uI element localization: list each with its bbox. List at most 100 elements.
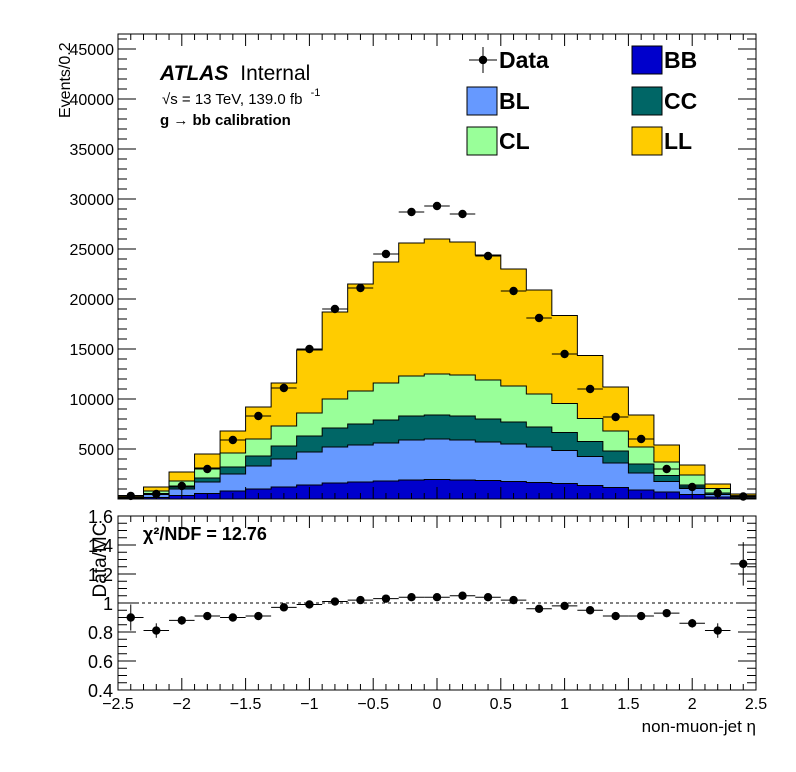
- ratio-point: [739, 559, 748, 569]
- chi2-label: χ²/NDF = 12.76: [143, 524, 267, 544]
- legend-swatch-ll: [631, 126, 663, 156]
- energy-text: √s = 13 TeV, 139.0 fb: [162, 91, 302, 108]
- legend-data-marker: [478, 55, 488, 65]
- x-tick-label: 0: [433, 696, 442, 713]
- legend-label-cl: CL: [499, 128, 530, 154]
- ratio-point: [688, 619, 697, 628]
- ratio-point: [407, 593, 416, 602]
- x-tick-label: −0.5: [357, 696, 389, 713]
- atlas-label: ATLAS Internal: [159, 62, 310, 85]
- process-label: g → bb calibration: [160, 112, 291, 129]
- data-point: [611, 412, 620, 422]
- ratio-point: [279, 603, 289, 612]
- bottom-pad: −2.5 −2 −1.5 −1 −0.5 0 0.5 1 1.5 2 2.5 0.4 0.6 0.8 1 1…: [88, 507, 767, 736]
- x-tick-label: 1.5: [617, 696, 639, 713]
- x-tick-label: −1: [300, 696, 318, 713]
- x-tick-label: 0.5: [490, 696, 512, 713]
- data-point: [305, 344, 314, 354]
- energy-superscript: -1: [311, 87, 321, 99]
- ratio-point: [228, 613, 238, 622]
- x-tick-label: −2.5: [102, 696, 134, 713]
- atlas-status: Internal: [240, 62, 310, 85]
- x-tick-label: −1.5: [230, 696, 262, 713]
- x-tick-label: 2.5: [745, 696, 767, 713]
- data-point: [585, 384, 595, 394]
- data-points: [118, 201, 756, 501]
- ratio-y-tick-label: 0.6: [88, 652, 113, 672]
- bottom-y-ticks: 0.4 0.6 0.8 1 1.2 1.4 1.6: [88, 507, 756, 701]
- y-tick-label: 5000: [78, 442, 114, 459]
- ratio-point: [203, 611, 212, 621]
- data-point: [636, 434, 646, 444]
- ratio-point: [611, 611, 620, 621]
- y-tick-label: 25000: [70, 242, 115, 259]
- legend-label-bl: BL: [499, 88, 530, 114]
- ratio-y-tick-label: 0.4: [88, 681, 113, 701]
- data-point: [381, 249, 391, 259]
- data-point: [330, 304, 340, 314]
- top-pad: 5000 10000 15000 20000 25000 30000 35000 40000 4…: [57, 33, 757, 501]
- ratio-points: [118, 542, 756, 638]
- ratio-point: [381, 594, 391, 603]
- ratio-point: [432, 593, 442, 602]
- data-point: [509, 286, 518, 296]
- ratio-point: [458, 591, 467, 600]
- ratio-point: [483, 593, 493, 602]
- ratio-point: [509, 595, 518, 605]
- data-point: [458, 209, 467, 219]
- data-point: [432, 201, 442, 211]
- top-y-axis-label: Events/0.2: [57, 42, 74, 118]
- ratio-point: [330, 597, 340, 606]
- ratio-point: [585, 606, 595, 615]
- x-axis-label: non-muon-jet η: [642, 717, 756, 736]
- data-point: [407, 207, 416, 217]
- x-tick-label: 2: [688, 696, 697, 713]
- ratio-point: [356, 595, 365, 605]
- legend-label-bb: BB: [664, 47, 697, 73]
- legend-swatch-bb: [631, 45, 663, 75]
- ratio-y-tick-label: 1.2: [88, 565, 113, 585]
- legend-label-cc: CC: [664, 88, 697, 114]
- legend-swatch-cc: [631, 86, 663, 116]
- bottom-y-axis-label: Data/MC: [90, 523, 111, 598]
- data-point: [560, 349, 569, 359]
- data-point: [483, 251, 493, 261]
- x-tick-label: 1: [560, 696, 569, 713]
- data-point: [177, 481, 186, 491]
- ratio-point: [126, 613, 135, 622]
- atlas-word: ATLAS: [159, 62, 228, 85]
- bottom-x-ticks: −2.5 −2 −1.5 −1 −0.5 0 0.5 1 1.5 2 2.5: [102, 516, 767, 713]
- legend-swatch-cl: [466, 126, 498, 156]
- legend: Data BB BL CC CL LL: [466, 45, 697, 156]
- ratio-point: [254, 611, 263, 621]
- ratio-y-tick-label: 1: [103, 594, 113, 614]
- data-point: [662, 464, 671, 474]
- data-point: [356, 283, 365, 293]
- stack-bl: [117, 438, 757, 500]
- legend-label-ll: LL: [664, 128, 692, 154]
- y-tick-label: 15000: [70, 342, 115, 359]
- top-y-ticks: 5000 10000 15000 20000 25000 30000 35000 40000 4…: [70, 38, 756, 490]
- y-tick-label: 45000: [70, 42, 115, 59]
- ratio-point: [560, 601, 569, 611]
- ratio-point: [636, 611, 646, 621]
- y-tick-label: 30000: [70, 192, 115, 209]
- data-point: [279, 383, 289, 393]
- y-tick-label: 40000: [70, 92, 115, 109]
- data-point: [534, 313, 544, 323]
- ratio-point: [152, 626, 161, 635]
- x-tick-label: −2: [173, 696, 191, 713]
- y-tick-label: 20000: [70, 292, 115, 309]
- data-point: [254, 411, 263, 421]
- legend-swatch-bl: [466, 86, 498, 116]
- ratio-point: [177, 616, 186, 625]
- ratio-point: [713, 626, 722, 635]
- legend-label-data: Data: [499, 47, 549, 73]
- top-x-ticks: [117, 34, 757, 499]
- ratio-y-tick-label: 0.8: [88, 623, 113, 643]
- ratio-point: [534, 604, 544, 613]
- ratio-point: [305, 600, 314, 609]
- y-tick-label: 35000: [70, 142, 115, 159]
- data-point: [228, 435, 238, 445]
